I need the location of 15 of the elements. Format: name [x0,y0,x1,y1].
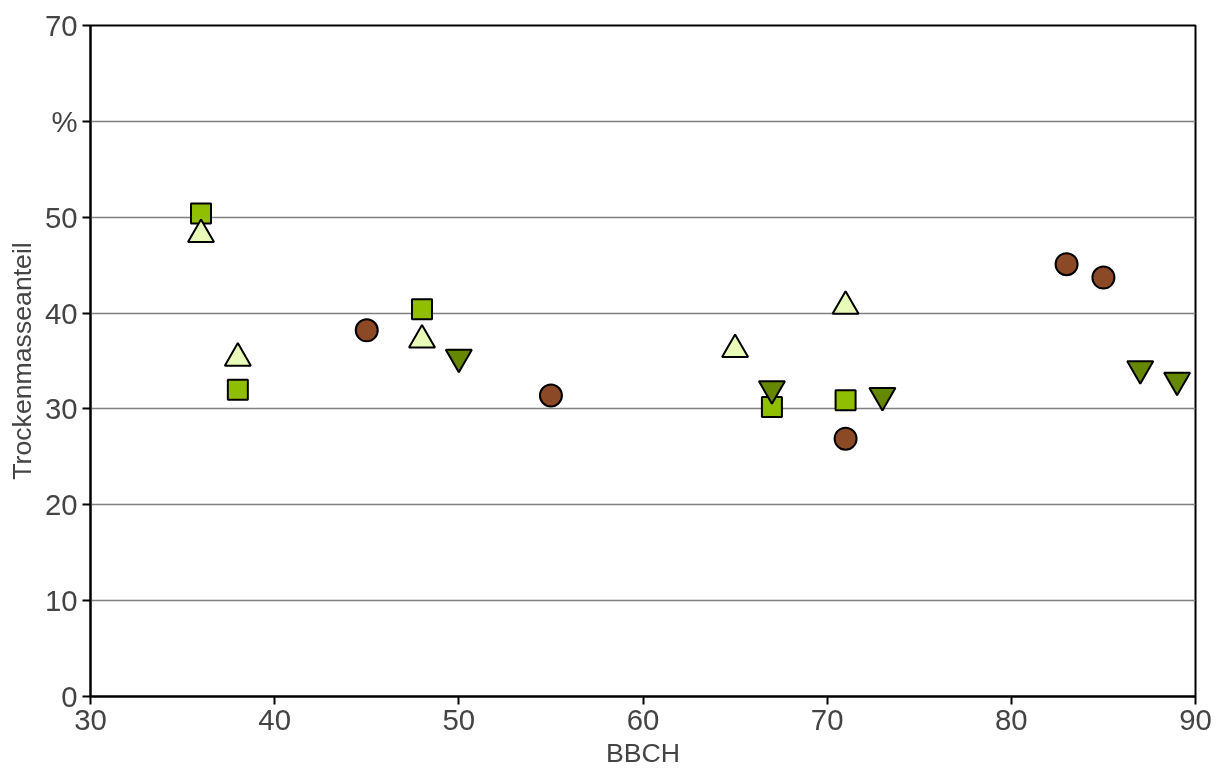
x-tick-label: 80 [995,702,1028,736]
y-tick-label: 40 [44,296,78,330]
y-tick-label: 70 [44,9,78,42]
y-tick-label: 50 [44,200,78,234]
x-tick-label: 50 [442,702,476,736]
x-tick-label: 70 [810,702,844,736]
y-tick-label: % [51,104,78,138]
x-tick-label: 60 [626,702,660,736]
y-axis-title: Trockenmasseanteil [6,242,37,480]
y-tick-label: 10 [44,584,78,618]
x-axis-title: BBCH [605,737,681,768]
y-tick-label: 20 [44,488,78,522]
x-tick-label: 90 [1179,702,1212,736]
x-tick-label: 40 [258,702,291,736]
y-tick-label: 30 [44,392,78,426]
